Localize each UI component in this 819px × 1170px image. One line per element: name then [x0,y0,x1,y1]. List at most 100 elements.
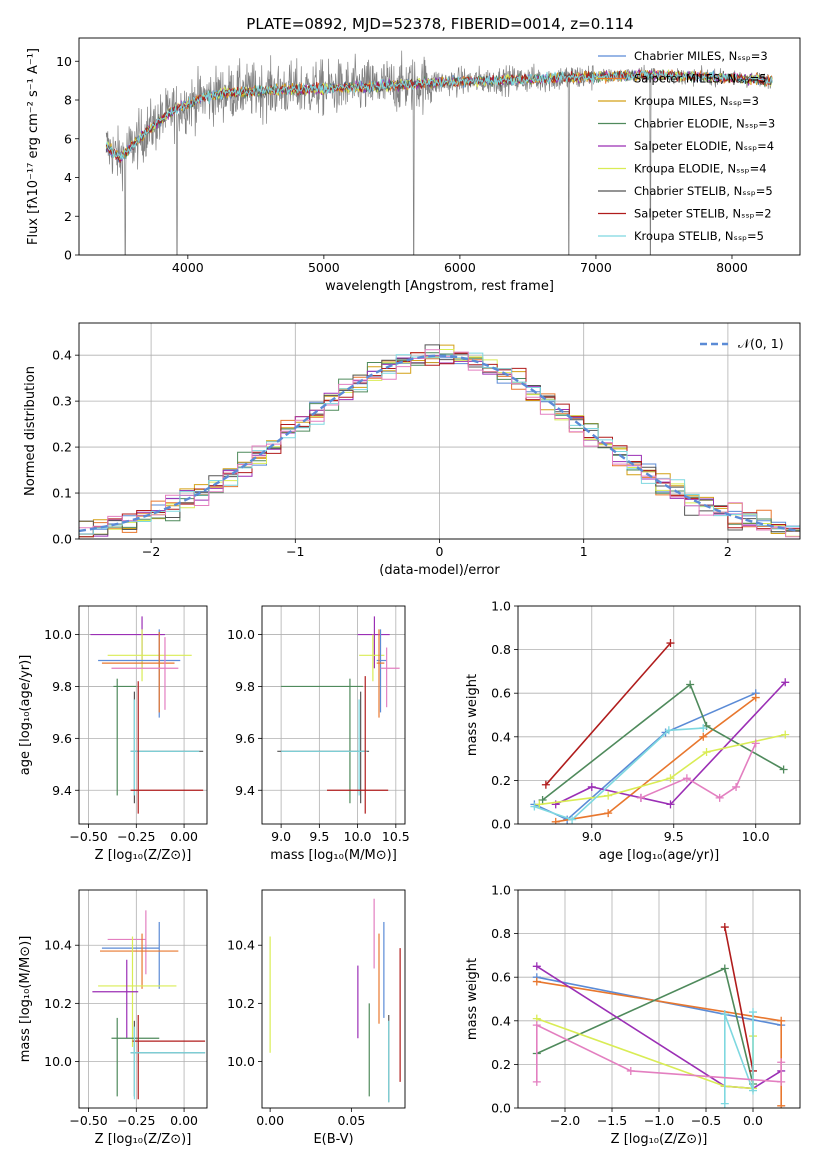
legend-label: Salpeter ELODIE, Nₛₛₚ=4 [634,139,774,153]
x-tick-label: −0.25 [117,1113,155,1128]
age-vs-metallicity-panel: −0.50 −0.25 0.00 9.4 9.6 9.8 10.0 Z [log₁₀(Z/Z⊙… [18,605,208,863]
x-tick-label: 7000 [580,260,612,275]
data-point-marker [532,1021,541,1030]
x-tick-label: 0.00 [256,1113,284,1128]
legend-label: 𝒩(0, 1) [738,336,784,351]
data-point-marker [720,1010,729,1019]
data-point-marker [666,774,675,783]
y-axis-label: mass weight [465,958,480,1040]
series-line [724,926,754,1072]
data-point-marker [777,1101,786,1108]
x-tick-label: 6000 [444,260,476,275]
axes-frame [261,605,406,825]
x-tick-label: 1 [580,544,588,559]
y-axis-label: mass weight [465,674,480,756]
data-point-marker [781,678,790,687]
x-axis-label: wavelength [Angstrom, rest frame] [325,279,554,294]
data-point-marker [702,748,711,757]
y-tick-label: 10.0 [227,1054,255,1069]
x-tick-label: 9.0 [271,829,291,844]
y-tick-label: 2 [64,209,72,224]
data-point-marker [779,765,788,774]
data-point-marker [699,724,708,733]
data-point-marker [666,800,675,809]
y-tick-label: 0.2 [491,773,511,788]
y-tick-label: 0.8 [491,926,511,941]
data-point-marker [686,680,695,689]
y-tick-label: 0.2 [52,440,72,455]
data-point-marker [664,726,673,735]
y-tick-label: 0.8 [491,642,511,657]
y-tick-label: 10 [56,54,72,69]
series-line [536,967,754,1085]
data-point-marker [666,639,675,648]
x-tick-label: 0.00 [170,829,198,844]
x-tick-label: 9.5 [664,829,684,844]
y-tick-label: 10.4 [227,938,255,953]
y-tick-label: 0.4 [52,348,72,363]
x-tick-label: −0.5 [691,1113,721,1128]
mass-vs-reddening-panel: 0.00 0.05 10.0 10.2 10.4 E(B-V) [227,889,406,1147]
residual-histogram-panel: −2 −1 0 1 2 0.0 0.1 0.2 0.3 0.4 (data-model)/error… [23,322,801,578]
histogram-step-line [79,349,800,538]
x-tick-label: 10.0 [742,829,770,844]
data-point-marker [715,793,724,802]
data-point-marker [551,817,560,824]
data-point-marker [636,793,645,802]
x-axis-label: E(B-V) [313,1132,353,1147]
data-point-marker [777,1016,786,1025]
x-axis-label: Z [log₁₀(Z/Z⊙)] [95,848,192,863]
data-point-marker [538,796,547,805]
x-tick-label: 8000 [716,260,748,275]
plot-area [532,923,786,1108]
legend-label: Chabrier ELODIE, Nₛₛₚ=3 [634,117,775,131]
y-tick-label: 1.0 [491,599,511,614]
axes-frame [78,889,208,1109]
y-tick-label: 10.0 [44,1054,72,1069]
mass-weight-vs-age-panel: 9.0 9.5 10.0 0.0 0.2 0.4 0.6 0.8 1.0 age [log₁₀(a… [465,599,801,863]
x-tick-label: 9.5 [309,829,329,844]
y-tick-label: 0 [64,248,72,263]
series-line [724,1012,754,1104]
data-point-marker [749,1086,757,1095]
y-tick-label: 1.0 [491,883,511,898]
y-tick-label: 10.4 [44,938,72,953]
series-line [545,642,672,786]
data-point-marker [532,1077,541,1086]
x-tick-label: −1 [286,544,304,559]
y-tick-label: 9.4 [235,783,255,798]
x-tick-label: −0.25 [117,829,155,844]
axes-frame [517,889,801,1109]
y-tick-label: 0.6 [491,686,511,701]
y-tick-label: 10.2 [44,996,72,1011]
data-point-marker [532,977,541,986]
legend-label: Kroupa ELODIE, Nₛₛₚ=4 [634,162,767,176]
model-spectrum-line [105,70,773,160]
plot-area [269,898,401,1103]
axes-frame [78,605,208,825]
axes-frame [517,605,801,825]
x-tick-label: 4000 [172,260,204,275]
data-point-marker [568,815,577,824]
normal-distribution-curve [79,354,800,533]
axes-frame [261,889,406,1109]
data-point-marker [535,800,544,809]
mass-vs-metallicity-panel: −0.50 −0.25 0.00 10.0 10.2 10.4 Z [log₁₀(Z/Z⊙)… [18,889,208,1147]
legend-label: Chabrier MILES, Nₛₛₚ=3 [634,49,768,63]
data-point-marker [682,774,691,783]
data-point-marker [720,1099,729,1108]
x-tick-label: 2 [724,544,732,559]
series-line [542,683,784,801]
y-axis-label: mass [log₁₀(M/M⊙)] [18,936,33,1063]
data-point-marker [732,782,741,791]
data-point-marker [626,1066,635,1075]
x-axis-label: age [log₁₀(age/yr)] [599,848,720,863]
x-tick-label: −1.5 [597,1113,627,1128]
plot-area [105,50,773,255]
data-point-marker [751,739,760,748]
y-tick-label: 9.8 [52,679,72,694]
y-tick-label: 10.0 [227,627,255,642]
data-point-marker [541,780,550,789]
x-tick-label: 5000 [308,260,340,275]
